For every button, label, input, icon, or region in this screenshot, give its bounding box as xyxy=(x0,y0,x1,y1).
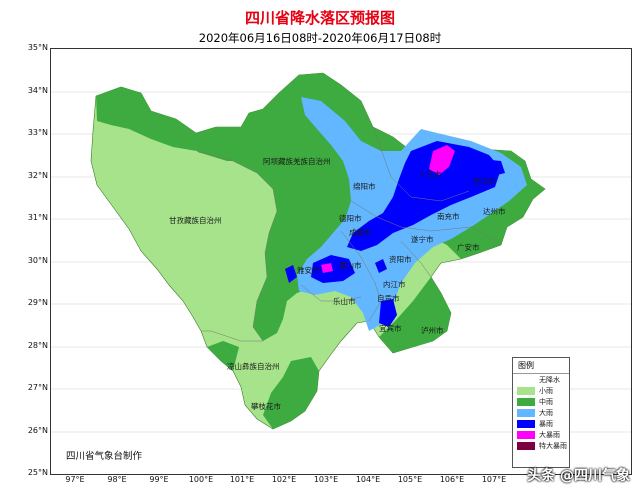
lon-label: 107°E xyxy=(481,475,507,484)
legend-swatch-rainstorm xyxy=(517,419,535,428)
label-meishan: 眉山市 xyxy=(339,260,362,270)
legend-swatch-heavy-rainstorm xyxy=(517,430,535,439)
lon-label: 97°E xyxy=(65,475,85,484)
lat-label: 30°N xyxy=(27,256,48,265)
legend-item: 小雨 xyxy=(513,385,569,396)
heavy-rainstorm-south xyxy=(321,263,333,273)
lat-label: 32°N xyxy=(27,171,48,180)
label-suining: 遂宁市 xyxy=(411,234,434,244)
map-title: 四川省降水落区预报图 xyxy=(244,9,395,27)
lat-label: 34°N xyxy=(27,86,48,95)
legend-label: 暴雨 xyxy=(539,419,553,428)
lat-label: 25°N xyxy=(27,468,48,477)
legend-swatch-extreme xyxy=(517,441,535,450)
label-liangshan: 凉山彝族自治州 xyxy=(227,361,280,371)
rainstorm-patch xyxy=(285,265,297,283)
light-rain-patch xyxy=(171,151,263,233)
moderate-rain-east xyxy=(379,277,451,353)
label-mianyang: 绵阳市 xyxy=(353,181,376,191)
legend-label: 小雨 xyxy=(539,386,553,395)
label-deyang: 德阳市 xyxy=(339,213,362,223)
lon-label: 106°E xyxy=(439,475,465,484)
legend-item: 无降水 xyxy=(513,374,569,385)
lon-label: 105°E xyxy=(397,475,423,484)
watermark: 头条 @四川气象 xyxy=(527,468,630,484)
map-frame: 阿坝藏族羌族自治州 甘孜藏族自治州 凉山彝族自治州 攀枝花市 绵阳市 德阳市 成… xyxy=(50,48,632,475)
legend-item: 暴雨 xyxy=(513,418,569,429)
prefecture-boundaries xyxy=(196,126,502,342)
lat-label: 33°N xyxy=(27,128,48,137)
lon-label: 102°E xyxy=(271,475,297,484)
lon-label: 99°E xyxy=(149,475,169,484)
label-ganzi: 甘孜藏族自治州 xyxy=(169,215,222,225)
forecast-period: 2020年06月16日08时-2020年06月17日08时 xyxy=(198,31,442,45)
lon-label: 100°E xyxy=(188,475,214,484)
label-panzhihua: 攀枝花市 xyxy=(251,401,281,411)
lon-label: 104°E xyxy=(355,475,381,484)
precipitation-map: 阿坝藏族羌族自治州 甘孜藏族自治州 凉山彝族自治州 攀枝花市 绵阳市 德阳市 成… xyxy=(51,72,631,433)
legend-item: 大雨 xyxy=(513,407,569,418)
rainstorm-patch xyxy=(379,299,397,327)
legend-label: 大暴雨 xyxy=(539,430,560,439)
lat-label: 31°N xyxy=(27,213,48,222)
legend-item: 大暴雨 xyxy=(513,429,569,440)
rainstorm-patch xyxy=(375,259,387,273)
label-aba: 阿坝藏族羌族自治州 xyxy=(263,156,331,166)
label-nanchong: 南充市 xyxy=(437,211,460,221)
label-neijiang: 内江市 xyxy=(383,279,406,289)
lon-label: 103°E xyxy=(313,475,339,484)
legend-label: 特大暴雨 xyxy=(539,441,567,450)
label-leshan: 乐山市 xyxy=(333,296,356,306)
heavy-rainstorm-north xyxy=(429,145,455,175)
legend-item: 特大暴雨 xyxy=(513,440,569,451)
legend-swatch-moderate xyxy=(517,397,535,406)
label-zigong: 自贡市 xyxy=(377,293,400,303)
legend-item: 中雨 xyxy=(513,396,569,407)
rainstorm-patch xyxy=(481,159,505,177)
label-guangan: 广安市 xyxy=(457,242,480,252)
label-yibin: 宜宾市 xyxy=(379,323,402,333)
label-yaan: 雅安市 xyxy=(297,265,320,275)
legend-swatch-light xyxy=(517,386,535,395)
rainstorm-core xyxy=(347,141,501,251)
legend-label: 中雨 xyxy=(539,397,553,406)
legend-swatch-none xyxy=(517,375,535,384)
lon-label: 98°E xyxy=(107,475,127,484)
lat-label: 27°N xyxy=(27,383,48,392)
label-chengdu: 成都市 xyxy=(349,227,372,237)
moderate-rain-south xyxy=(263,357,319,429)
label-ziyang: 资阳市 xyxy=(389,254,412,264)
lon-label: 101°E xyxy=(229,475,255,484)
lat-label: 35°N xyxy=(27,43,48,52)
lat-label: 28°N xyxy=(27,341,48,350)
legend-swatch-heavy xyxy=(517,408,535,417)
lat-label: 26°N xyxy=(27,426,48,435)
legend: 图例 无降水 小雨 中雨 大雨 暴雨 大暴雨 特大暴雨 xyxy=(512,357,570,468)
legend-title: 图例 xyxy=(513,358,569,374)
producer-credit: 四川省气象台制作 xyxy=(66,451,143,462)
label-bazhong: 巴中市 xyxy=(473,176,496,186)
lat-label: 29°N xyxy=(27,298,48,307)
label-luzhou: 泸州市 xyxy=(421,325,444,335)
legend-label: 无降水 xyxy=(539,375,560,384)
label-guangyuan: 广元市 xyxy=(419,169,442,179)
moderate-rain-west xyxy=(207,341,239,371)
rainstorm-patch xyxy=(311,255,355,283)
legend-label: 大雨 xyxy=(539,408,553,417)
label-dazhou: 达州市 xyxy=(483,206,506,216)
